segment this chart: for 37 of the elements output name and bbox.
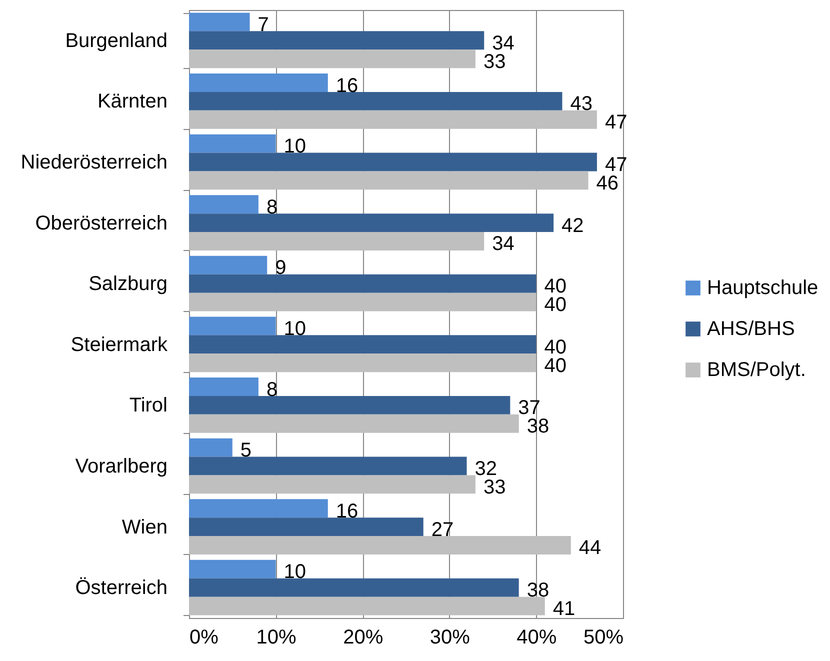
y-tick-label: Oberösterreich bbox=[35, 212, 168, 234]
data-label: 10 bbox=[284, 318, 306, 340]
data-label: 43 bbox=[570, 93, 592, 116]
data-label: 42 bbox=[562, 214, 584, 237]
legend-label: BMS/Polyt. bbox=[707, 359, 806, 381]
y-tick-label: Salzburg bbox=[88, 273, 168, 296]
x-tick-label: 0% bbox=[190, 626, 219, 648]
y-tick-label: Wien bbox=[122, 516, 168, 538]
y-tick-label: Steiermark bbox=[70, 334, 168, 356]
data-label: 16 bbox=[336, 500, 358, 522]
data-label: 9 bbox=[275, 257, 286, 280]
x-tick-label: 20% bbox=[343, 626, 384, 648]
data-label: 34 bbox=[492, 233, 514, 256]
y-tick-label: Tirol bbox=[129, 394, 168, 417]
data-label: 8 bbox=[266, 378, 278, 401]
data-label: 7 bbox=[258, 14, 269, 36]
data-label: 10 bbox=[284, 561, 306, 584]
data-label: 27 bbox=[431, 518, 454, 541]
data-label: 41 bbox=[552, 598, 576, 620]
y-tick-label: Kärnten bbox=[97, 90, 168, 113]
data-label: 5 bbox=[240, 440, 252, 462]
x-tick-label: 10% bbox=[256, 626, 297, 648]
y-tick-label: Österreich bbox=[75, 577, 168, 600]
y-tick-label: Niederösterreich bbox=[20, 152, 168, 174]
x-tick-label: 30% bbox=[430, 626, 470, 648]
data-label: 16 bbox=[336, 74, 358, 97]
data-label: 44 bbox=[578, 537, 602, 560]
y-tick-label: Vorarlberg bbox=[75, 456, 168, 478]
data-label: 8 bbox=[266, 196, 278, 218]
x-tick-label: 50% bbox=[583, 626, 624, 648]
legend-label: AHS/BHS bbox=[707, 318, 795, 340]
legend-label: Hauptschule bbox=[707, 277, 818, 299]
data-label: 10 bbox=[284, 136, 306, 158]
data-label: 47 bbox=[604, 112, 628, 134]
data-label: 38 bbox=[526, 580, 550, 602]
x-tick-label: 40% bbox=[516, 626, 557, 648]
y-tick-label: Burgenland bbox=[65, 30, 168, 52]
